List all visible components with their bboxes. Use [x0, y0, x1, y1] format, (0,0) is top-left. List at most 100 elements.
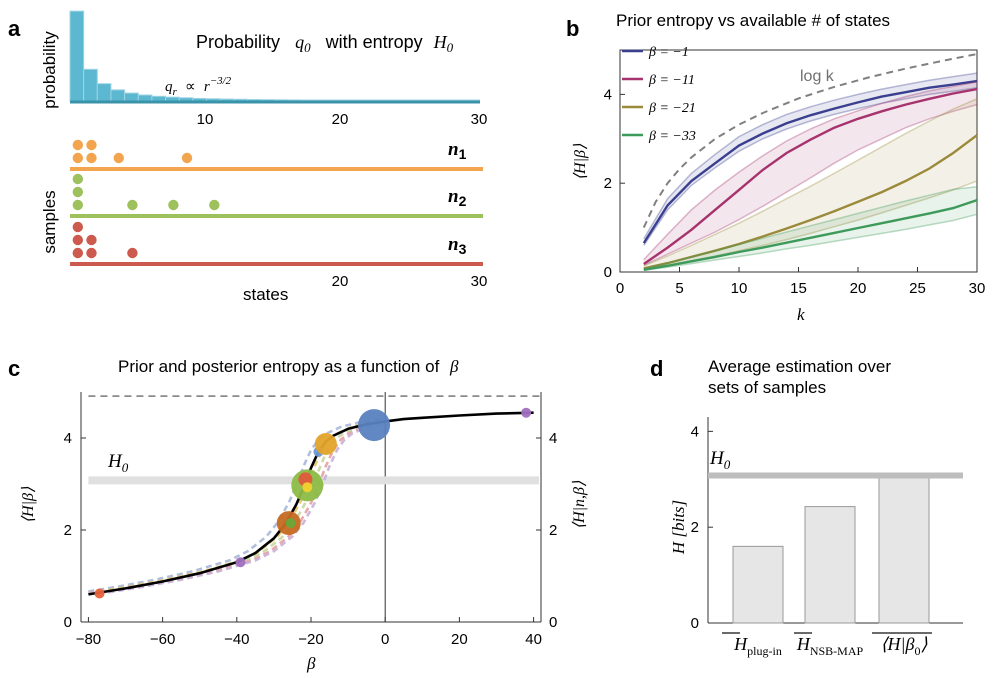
panel-b-plot: 0 5 10 15 20 25 30 0 2 4 β = −1 β = −11 β = −21 β = −… — [604, 45, 986, 297]
panel-a-title: Probability q0 with entropy H0 — [196, 32, 454, 56]
prob-bar — [151, 95, 167, 102]
states-xlabel: states — [243, 285, 288, 304]
samples-ylabel: samples — [40, 190, 59, 253]
c-posterior-curve — [88, 417, 386, 593]
c-posterior-point — [521, 407, 532, 418]
b-series-line — [643, 87, 978, 265]
b-xtick-label: 5 — [675, 280, 683, 297]
c-xtick-label: 20 — [451, 631, 468, 648]
b-xtick-label: 10 — [731, 280, 748, 297]
sample-dot — [209, 199, 220, 211]
panel-d: d Average estimation over sets of sample… — [650, 356, 963, 658]
sample-dot — [86, 247, 97, 259]
b-xlabel: k — [797, 305, 805, 324]
c-prior-curve — [88, 411, 534, 596]
title-H: H — [433, 32, 448, 52]
panel-d-title-2: sets of samples — [708, 378, 826, 397]
probability-bars — [69, 10, 481, 102]
sample-dot — [72, 173, 84, 185]
prob-bar — [83, 68, 98, 102]
b-series-line — [642, 79, 978, 244]
sample-label: n1 — [448, 139, 467, 162]
a-xtick-10: 10 — [197, 111, 214, 128]
panel-letter-d: d — [650, 356, 663, 381]
title-text: Probability — [196, 32, 280, 52]
b-legend-label: β = −33 — [648, 129, 696, 144]
sample-dot — [113, 152, 124, 164]
c-ytick-label-right: 2 — [549, 522, 557, 539]
sample-dot — [168, 199, 179, 211]
b-legend-label: β = −1 — [648, 45, 689, 60]
c-posterior-point — [285, 518, 296, 529]
sample-dot — [127, 247, 138, 259]
c-ytick-label-right: 0 — [549, 614, 557, 631]
b-band-edge — [643, 72, 978, 240]
title-q-sub: 0 — [304, 40, 311, 55]
b-series-line — [643, 134, 978, 270]
panel-c-plot: −80 −60 −40 −20 0 20 40 0 0 2 2 4 4 — [64, 392, 557, 648]
d-H0-label: H0 — [709, 448, 731, 472]
d-bar — [804, 506, 856, 624]
b-band-edge — [643, 98, 978, 267]
c-ytick-label: 2 — [64, 522, 72, 539]
d-category-label: ⟨H|β0⟩ — [881, 634, 928, 658]
d-bar — [878, 476, 930, 624]
a-bottom-xtick-20: 20 — [332, 273, 349, 290]
a-xtick-20: 20 — [332, 111, 349, 128]
c-posterior-point — [235, 557, 246, 568]
b-band-edge — [643, 86, 978, 246]
sample-dot — [72, 152, 84, 164]
panel-c-title: Prior and posterior entropy as a functio… — [118, 357, 459, 376]
b-ytick-label: 2 — [604, 175, 612, 192]
title-H-sub: 0 — [447, 40, 454, 55]
c-xtick-label: −40 — [224, 631, 249, 648]
b-logk-curve — [642, 53, 978, 229]
c-posterior-point — [302, 482, 313, 493]
c-ylabel-right: ⟨H|n,β⟩ — [571, 480, 588, 529]
d-category-label: Hplug-in — [733, 634, 782, 658]
c-xtick-label: −80 — [76, 631, 101, 648]
b-band — [643, 186, 977, 271]
c-posterior-curve — [88, 421, 386, 594]
c-ytick-label: 4 — [64, 430, 72, 447]
b-band-edge — [643, 103, 978, 266]
b-series-line — [643, 198, 978, 271]
sample-dot — [72, 186, 84, 198]
d-ytick-label: 4 — [691, 423, 699, 440]
prob-bar — [96, 83, 112, 102]
sample-rows: n1 n2 n3 — [70, 139, 483, 266]
c-posterior-point — [314, 432, 337, 455]
b-xtick-label: 15 — [790, 280, 807, 297]
b-band — [643, 73, 977, 246]
panel-d-title-1: Average estimation over — [708, 357, 891, 376]
b-xtick-label: 30 — [969, 280, 986, 297]
b-band-edge — [643, 186, 978, 270]
b-xtick-label: 25 — [909, 280, 926, 297]
panel-c: c Prior and posterior entropy as a funct… — [8, 356, 588, 673]
probability-ylabel: probability — [40, 31, 59, 109]
panel-d-plot: 0 2 4 Hplug-in HNSB-MAP ⟨H|β0⟩ — [691, 417, 963, 658]
b-ytick-label: 4 — [604, 86, 612, 103]
prob-bar — [110, 89, 126, 102]
c-xtick-label: 40 — [525, 631, 542, 648]
b-legend-label: β = −21 — [648, 101, 696, 116]
c-ytick-label-right: 4 — [549, 430, 557, 447]
sample-label: n2 — [448, 186, 467, 209]
d-ylabel: H [bits] — [669, 500, 688, 555]
sample-dot — [72, 247, 84, 259]
b-xtick-label: 20 — [850, 280, 867, 297]
prob-bar — [137, 94, 153, 102]
a-bottom-xtick-30: 30 — [471, 273, 488, 290]
c-H0-label: H0 — [107, 451, 129, 475]
panel-letter-b: b — [566, 16, 579, 41]
probability-xticks: 10 20 30 — [197, 111, 488, 128]
sample-dot — [72, 199, 84, 211]
b-ylabel: ⟨H|β⟩ — [572, 143, 589, 180]
c-ylabel: ⟨H|β⟩ — [20, 486, 37, 523]
sample-dot — [72, 139, 84, 151]
title-mid: with entropy — [325, 32, 423, 52]
a-xtick-30: 30 — [471, 111, 488, 128]
power-law-annotation: qr ∝ r−3/2 — [165, 75, 232, 99]
panel-letter-a: a — [8, 16, 21, 41]
